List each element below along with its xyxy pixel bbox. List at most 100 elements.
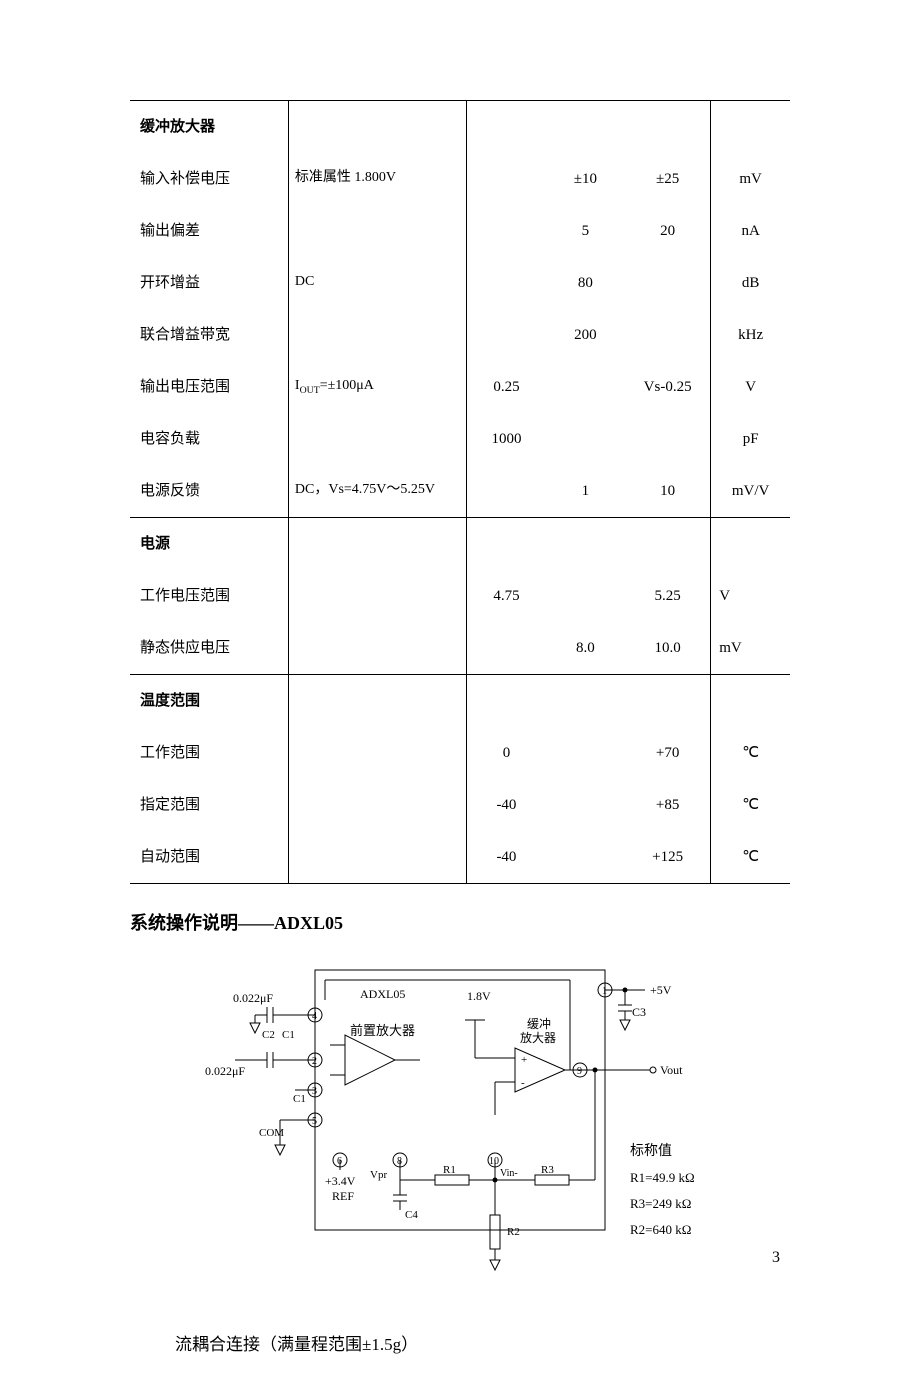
label-nom-r2: R2=640 kΩ <box>630 1222 691 1237</box>
svg-text:+: + <box>521 1054 527 1066</box>
param-name: 电源反馈 <box>130 465 288 518</box>
param-max <box>625 413 711 465</box>
param-name: 输出偏差 <box>130 205 288 257</box>
pin-8: 8 <box>397 1156 402 1167</box>
label-ref: REF <box>332 1189 354 1203</box>
param-cond <box>288 309 466 361</box>
label-p5v: +5V <box>650 983 672 997</box>
section-header: 电源 <box>130 518 288 571</box>
param-min: 0.25 <box>467 361 546 413</box>
param-max: +85 <box>625 779 711 831</box>
label-r2: R2 <box>507 1226 520 1238</box>
param-max: Vs-0.25 <box>625 361 711 413</box>
param-cond <box>288 205 466 257</box>
param-name: 开环增益 <box>130 257 288 309</box>
label-com: COM <box>259 1127 284 1139</box>
param-typ <box>546 570 625 622</box>
param-unit: mV <box>711 153 790 205</box>
param-typ <box>546 779 625 831</box>
param-max: +70 <box>625 727 711 779</box>
pin-3: 3 <box>312 1086 317 1097</box>
pin-5: 5 <box>312 1116 317 1127</box>
param-typ <box>546 727 625 779</box>
label-nom-r3: R3=249 kΩ <box>630 1196 691 1211</box>
param-max: 10.0 <box>625 622 711 675</box>
label-buf1: 缓冲 <box>527 1016 551 1031</box>
param-unit: pF <box>711 413 790 465</box>
pin-2: 2 <box>312 1056 317 1067</box>
param-typ <box>546 413 625 465</box>
param-name: 电容负载 <box>130 413 288 465</box>
param-min <box>467 257 546 309</box>
param-min: 4.75 <box>467 570 546 622</box>
label-preamp: 前置放大器 <box>350 1023 415 1038</box>
param-max: +125 <box>625 831 711 884</box>
label-p34v: +3.4V <box>325 1174 356 1188</box>
param-name: 工作电压范围 <box>130 570 288 622</box>
label-r1: R1 <box>443 1164 456 1176</box>
param-cond <box>288 413 466 465</box>
param-name: 指定范围 <box>130 779 288 831</box>
svg-text:-: - <box>521 1077 525 1089</box>
param-unit: kHz <box>711 309 790 361</box>
param-typ <box>546 361 625 413</box>
label-c2: C2 <box>262 1029 275 1041</box>
param-name: 自动范围 <box>130 831 288 884</box>
param-typ: 200 <box>546 309 625 361</box>
label-vinm: Vin- <box>500 1168 518 1179</box>
param-cond <box>288 779 466 831</box>
param-max: 10 <box>625 465 711 518</box>
param-min: 0 <box>467 727 546 779</box>
pin-6: 6 <box>337 1156 342 1167</box>
param-unit: ℃ <box>711 779 790 831</box>
pin-1: 1 <box>602 986 607 997</box>
param-unit: nA <box>711 205 790 257</box>
param-max <box>625 309 711 361</box>
label-c4: C4 <box>405 1209 418 1221</box>
label-c022-1: 0.022μF <box>233 991 273 1005</box>
param-unit: V <box>711 570 790 622</box>
param-cond: DC <box>288 257 466 309</box>
section-header: 温度范围 <box>130 675 288 728</box>
param-unit: dB <box>711 257 790 309</box>
pin-10: 10 <box>489 1156 499 1167</box>
label-c1a: C1 <box>282 1029 295 1041</box>
param-typ: 5 <box>546 205 625 257</box>
param-typ: 80 <box>546 257 625 309</box>
param-name: 工作范围 <box>130 727 288 779</box>
param-cond: 标准属性 1.800V <box>288 153 466 205</box>
label-nom-title: 标称值 <box>630 1143 672 1159</box>
param-min: -40 <box>467 831 546 884</box>
param-cond: DC，Vs=4.75V～5.25V <box>288 465 466 518</box>
section-header: 缓冲放大器 <box>130 101 288 154</box>
param-min: -40 <box>467 779 546 831</box>
page-number: 3 <box>772 1249 780 1267</box>
label-vpr: Vpr <box>370 1169 387 1181</box>
param-min <box>467 465 546 518</box>
label-c022-2: 0.022μF <box>205 1064 245 1078</box>
param-max: ±25 <box>625 153 711 205</box>
param-typ: 1 <box>546 465 625 518</box>
spec-table: 缓冲放大器输入补偿电压标准属性 1.800V±10±25mV输出偏差520nA开… <box>130 100 790 884</box>
param-cond <box>288 831 466 884</box>
param-typ: 8.0 <box>546 622 625 675</box>
param-min: 1000 <box>467 413 546 465</box>
param-min <box>467 153 546 205</box>
figure-caption: 流耦合连接（满量程范围±1.5g） <box>175 1330 790 1355</box>
pin-9: 9 <box>577 1066 582 1077</box>
param-unit: mV/V <box>711 465 790 518</box>
label-c3: C3 <box>632 1005 646 1019</box>
param-unit: ℃ <box>711 831 790 884</box>
param-typ: ±10 <box>546 153 625 205</box>
param-max: 5.25 <box>625 570 711 622</box>
param-unit: mV <box>711 622 790 675</box>
param-min <box>467 622 546 675</box>
param-max <box>625 257 711 309</box>
param-cond <box>288 570 466 622</box>
param-unit: ℃ <box>711 727 790 779</box>
param-min <box>467 205 546 257</box>
param-cond: IOUT=±100μA <box>288 361 466 413</box>
param-max: 20 <box>625 205 711 257</box>
label-nom-r1: R1=49.9 kΩ <box>630 1170 695 1185</box>
circuit-diagram: + - <box>175 960 745 1290</box>
